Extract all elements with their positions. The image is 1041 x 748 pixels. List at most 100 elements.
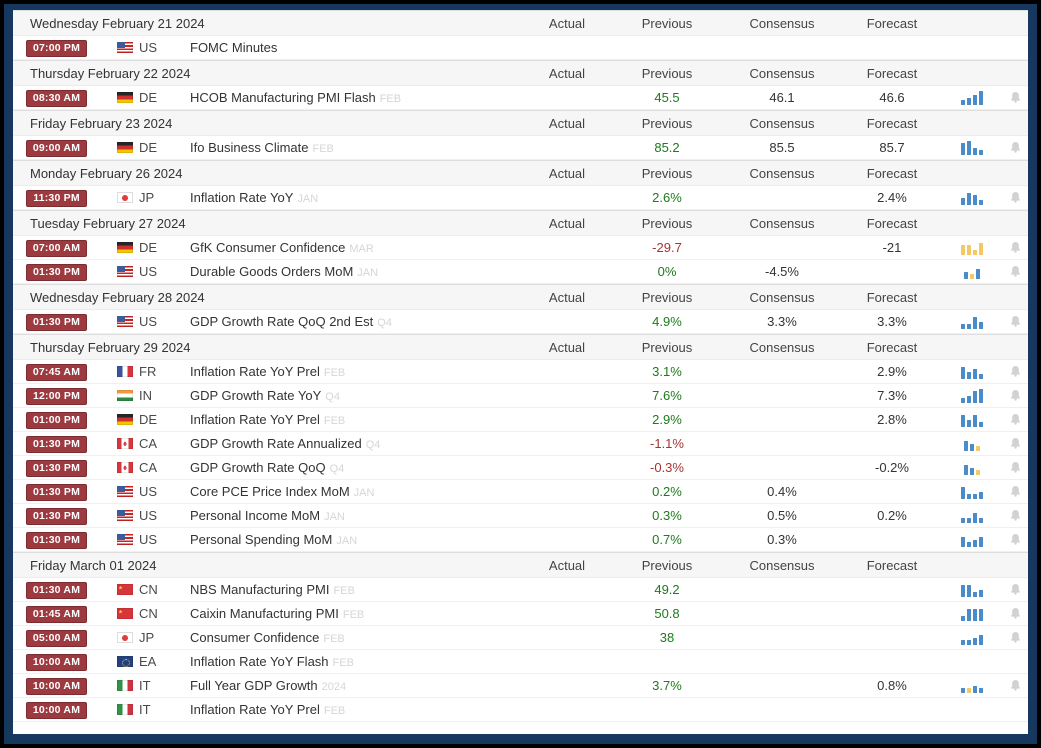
event-name-cell[interactable]: Full Year GDP Growth 2024: [190, 677, 522, 695]
event-row[interactable]: 01:45 AM CN Caixin Manufacturing PMI FEB …: [13, 602, 1028, 626]
previous-value: 45.5: [654, 90, 680, 105]
event-name-cell[interactable]: Inflation Rate YoY JAN: [190, 189, 522, 207]
bar-chart-icon[interactable]: [961, 241, 983, 255]
column-header-consensus: Consensus: [749, 165, 815, 181]
event-name-cell[interactable]: Caixin Manufacturing PMI FEB: [190, 605, 522, 623]
bar-chart-icon[interactable]: [961, 679, 983, 693]
event-name-cell[interactable]: Inflation Rate YoY Prel FEB: [190, 701, 522, 719]
bell-icon[interactable]: [1009, 389, 1022, 402]
bell-icon[interactable]: [1009, 631, 1022, 644]
bell-icon[interactable]: [1009, 413, 1022, 426]
event-name-cell[interactable]: GDP Growth Rate QoQ 2nd Est Q4: [190, 313, 522, 331]
bar-chart-icon[interactable]: [961, 485, 983, 499]
bar-chart-icon[interactable]: [961, 509, 983, 523]
column-header-previous: Previous: [641, 65, 693, 81]
event-name-cell[interactable]: HCOB Manufacturing PMI Flash FEB: [190, 89, 522, 107]
event-name-cell[interactable]: Personal Spending MoM JAN: [190, 531, 522, 549]
bell-icon[interactable]: [1009, 191, 1022, 204]
bell-icon[interactable]: [1009, 679, 1022, 692]
event-row[interactable]: 05:00 AM JP Consumer Confidence FEB 38: [13, 626, 1028, 650]
bar-chart-icon[interactable]: [961, 365, 983, 379]
bell-icon[interactable]: [1009, 241, 1022, 254]
bell-icon[interactable]: [1009, 315, 1022, 328]
bell-icon[interactable]: [1009, 509, 1022, 522]
bell-icon[interactable]: [1009, 365, 1022, 378]
bar-chart-icon[interactable]: [961, 90, 983, 105]
event-row[interactable]: 01:00 PM DE Inflation Rate YoY Prel FEB 2…: [13, 408, 1028, 432]
column-header-consensus: Consensus: [749, 15, 815, 31]
event-row[interactable]: 01:30 PM US Core PCE Price Index MoM JAN …: [13, 480, 1028, 504]
bell-icon[interactable]: [1009, 607, 1022, 620]
bell-icon[interactable]: [1009, 485, 1022, 498]
event-name-cell[interactable]: GDP Growth Rate YoY Q4: [190, 387, 522, 405]
bell-icon[interactable]: [1009, 265, 1022, 278]
event-row[interactable]: 01:30 PM US Durable Goods Orders MoM JAN …: [13, 260, 1028, 284]
time-badge: 11:30 PM: [26, 190, 87, 207]
event-row[interactable]: 01:30 PM CA GDP Growth Rate Annualized Q4…: [13, 432, 1028, 456]
bar-chart-icon[interactable]: [961, 631, 983, 645]
event-name-cell[interactable]: Durable Goods Orders MoM JAN: [190, 263, 522, 281]
event-name: Ifo Business Climate: [190, 139, 309, 155]
economic-calendar-table: Wednesday February 21 2024 Actual Previo…: [13, 10, 1028, 734]
event-name-cell[interactable]: NBS Manufacturing PMI FEB: [190, 581, 522, 599]
bar-chart-icon[interactable]: [961, 607, 983, 621]
event-row[interactable]: 08:30 AM DE HCOB Manufacturing PMI Flash…: [13, 86, 1028, 110]
time-badge: 07:00 AM: [26, 240, 87, 257]
event-name-cell[interactable]: Inflation Rate YoY Prel FEB: [190, 411, 522, 429]
mini-chart-cell: [942, 437, 1002, 451]
day-date: Wednesday February 21 2024: [30, 15, 205, 31]
event-row[interactable]: 10:00 AM IT Inflation Rate YoY Prel FEB: [13, 698, 1028, 722]
bell-cell: [1002, 141, 1028, 154]
bar-chart-icon[interactable]: [961, 315, 983, 329]
bell-cell: [1002, 509, 1028, 522]
bell-icon[interactable]: [1009, 437, 1022, 450]
country-flag-icon: [117, 316, 133, 327]
bar-chart-icon[interactable]: [961, 191, 983, 205]
event-row[interactable]: 01:30 PM CA GDP Growth Rate QoQ Q4 -0.3% …: [13, 456, 1028, 480]
bar-chart-icon[interactable]: [961, 413, 983, 427]
event-row[interactable]: 07:45 AM FR Inflation Rate YoY Prel FEB 3…: [13, 360, 1028, 384]
bar-chart-icon[interactable]: [964, 265, 980, 279]
event-name-cell[interactable]: Personal Income MoM JAN: [190, 507, 522, 525]
event-row[interactable]: 12:00 PM IN GDP Growth Rate YoY Q4 7.6% 7…: [13, 384, 1028, 408]
bell-icon[interactable]: [1009, 583, 1022, 596]
day-header-row: Friday March 01 2024 Actual Previous Con…: [13, 552, 1028, 578]
event-name-cell[interactable]: Ifo Business Climate FEB: [190, 139, 522, 157]
event-name-cell[interactable]: Inflation Rate YoY Prel FEB: [190, 363, 522, 381]
bell-cell: [1002, 437, 1028, 450]
event-row[interactable]: 11:30 PM JP Inflation Rate YoY JAN 2.6% 2…: [13, 186, 1028, 210]
bell-icon[interactable]: [1009, 91, 1022, 104]
bar-chart-icon[interactable]: [961, 583, 983, 597]
event-name-cell[interactable]: GDP Growth Rate QoQ Q4: [190, 459, 522, 477]
event-name-cell[interactable]: Consumer Confidence FEB: [190, 629, 522, 647]
event-row[interactable]: 07:00 PM US FOMC Minutes: [13, 36, 1028, 60]
bell-icon[interactable]: [1009, 461, 1022, 474]
bar-chart-icon[interactable]: [964, 437, 980, 451]
event-name-cell[interactable]: GDP Growth Rate Annualized Q4: [190, 435, 522, 453]
bell-icon[interactable]: [1009, 141, 1022, 154]
bar-chart-icon[interactable]: [964, 461, 980, 475]
event-reference-period: FEB: [312, 142, 334, 155]
previous-value: 0.3%: [652, 508, 682, 523]
event-name-cell[interactable]: FOMC Minutes: [190, 39, 522, 57]
event-row[interactable]: 01:30 PM US Personal Spending MoM JAN 0.7…: [13, 528, 1028, 552]
event-row[interactable]: 09:00 AM DE Ifo Business Climate FEB 85.2…: [13, 136, 1028, 160]
bell-icon[interactable]: [1009, 533, 1022, 546]
event-row[interactable]: 01:30 AM CN NBS Manufacturing PMI FEB 49.…: [13, 578, 1028, 602]
forecast-value: 2.4%: [877, 190, 907, 205]
bell-cell: [1002, 91, 1028, 104]
event-row[interactable]: 01:30 PM US Personal Income MoM JAN 0.3% …: [13, 504, 1028, 528]
event-name-cell[interactable]: GfK Consumer Confidence MAR: [190, 239, 522, 257]
event-row[interactable]: 07:00 AM DE GfK Consumer Confidence MAR -…: [13, 236, 1028, 260]
bar-chart-icon[interactable]: [961, 140, 983, 155]
event-name-cell[interactable]: Inflation Rate YoY Flash FEB: [190, 653, 522, 671]
event-row[interactable]: 01:30 PM US GDP Growth Rate QoQ 2nd Est Q…: [13, 310, 1028, 334]
event-reference-period: JAN: [353, 486, 375, 499]
event-row[interactable]: 10:00 AM EA Inflation Rate YoY Flash FEB: [13, 650, 1028, 674]
event-row[interactable]: 10:00 AM IT Full Year GDP Growth 2024 3.7…: [13, 674, 1028, 698]
event-name-cell[interactable]: Core PCE Price Index MoM JAN: [190, 483, 522, 501]
event-reference-period: FEB: [323, 704, 346, 717]
bar-chart-icon[interactable]: [961, 533, 983, 547]
bar-chart-icon[interactable]: [961, 388, 983, 403]
